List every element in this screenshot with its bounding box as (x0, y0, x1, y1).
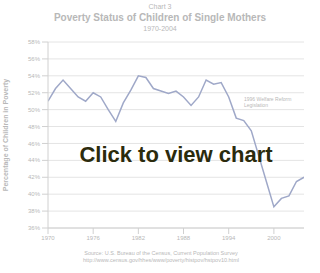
svg-text:48%: 48% (28, 124, 41, 130)
svg-text:54%: 54% (28, 73, 41, 79)
svg-text:44%: 44% (28, 157, 41, 163)
svg-text:52%: 52% (28, 90, 41, 96)
html-text:1996 Welfare Reform Legislatio: 1996 Welfare Reform Legislation (244, 96, 292, 108)
svg-text:46%: 46% (28, 141, 41, 147)
html-text:http://www.census.gov/hhes/www: http://www.census.gov/hhes/www/poverty/h… (83, 257, 239, 263)
svg-text:42%: 42% (28, 174, 41, 180)
html-text:1970-2004: 1970-2004 (143, 25, 177, 32)
svg-text:38%: 38% (28, 208, 41, 214)
html-text:Chart 3: Chart 3 (148, 3, 172, 10)
svg-text:40%: 40% (28, 191, 41, 197)
html-text:Poverty Status of Children of: Poverty Status of Children of Single Mot… (53, 12, 267, 23)
svg-text:1988: 1988 (177, 235, 191, 241)
svg-text:1970: 1970 (41, 235, 55, 241)
svg-text:36%: 36% (28, 225, 41, 231)
svg-text:1994: 1994 (222, 235, 236, 241)
svg-text:Percentage of Children in Pove: Percentage of Children in Poverty (8, 79, 10, 192)
html-text:Click to view chart: Click to view chart (79, 142, 273, 167)
svg-text:1976: 1976 (86, 235, 100, 241)
svg-text:2000: 2000 (267, 235, 281, 241)
svg-text:1982: 1982 (132, 235, 146, 241)
html-text:Source: U.S. Bureau of the Cen: Source: U.S. Bureau of the Census, Curre… (84, 250, 238, 256)
svg-text:50%: 50% (28, 107, 41, 113)
svg-text:56%: 56% (28, 56, 41, 62)
svg-text:58%: 58% (28, 39, 41, 45)
